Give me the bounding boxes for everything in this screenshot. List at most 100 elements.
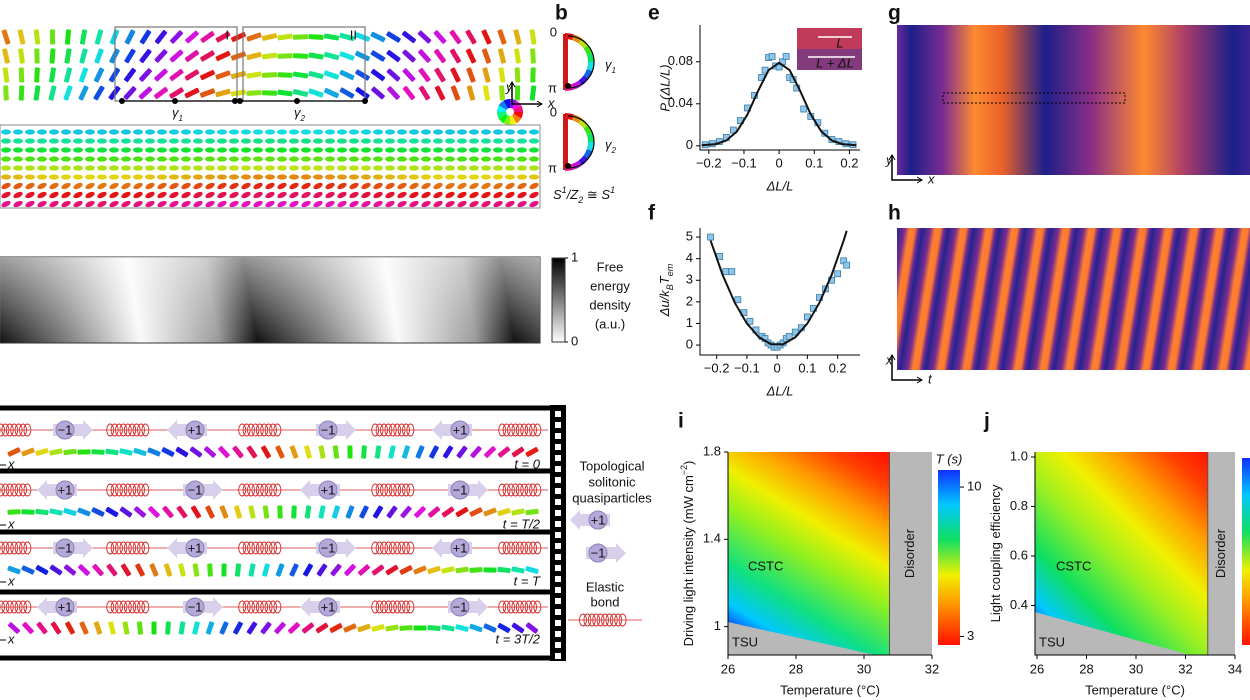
rod [63, 564, 77, 576]
director [433, 147, 443, 153]
director [433, 165, 443, 171]
heatmap [1035, 452, 1235, 655]
director [97, 138, 107, 144]
gamma-path [567, 115, 595, 169]
director [181, 147, 191, 153]
spring-coil [260, 600, 269, 614]
y-tick-label: 4 [686, 250, 693, 265]
film-hole [555, 587, 561, 593]
rod [207, 563, 213, 577]
region-label: TSU [1039, 634, 1065, 649]
spring-coil [397, 423, 406, 437]
rod [330, 563, 342, 577]
director [265, 129, 275, 135]
x-tick-label: 0.2 [840, 155, 858, 170]
tsu-region [1035, 612, 1190, 655]
director [337, 147, 347, 153]
phase-mark: 0 [550, 104, 557, 119]
director [1, 147, 11, 153]
spring-coil [502, 483, 511, 497]
rod [357, 564, 371, 576]
director [13, 200, 23, 208]
spring-coil [1, 423, 10, 437]
charge-label: +1 [321, 482, 336, 497]
director [109, 174, 119, 180]
spring-coil [242, 600, 251, 614]
director [145, 147, 155, 153]
rod [248, 563, 256, 577]
rod [105, 448, 119, 456]
rod [388, 445, 396, 459]
spring-coil [242, 541, 251, 555]
director [133, 191, 143, 199]
rod [63, 448, 77, 456]
director [25, 191, 35, 199]
director [337, 138, 347, 144]
rod [184, 87, 200, 99]
rod [442, 445, 454, 459]
director [181, 156, 191, 162]
rod [169, 87, 184, 99]
charge-label: +1 [321, 599, 336, 614]
spring-coil [273, 483, 282, 497]
spring-coil [388, 483, 397, 497]
director [445, 147, 455, 153]
director [361, 165, 371, 171]
director [445, 182, 455, 190]
spring-coil [592, 613, 601, 627]
rod [456, 445, 468, 459]
director [229, 138, 239, 144]
spring-coil [19, 541, 27, 555]
rod [2, 67, 10, 83]
director [49, 200, 59, 208]
rod [35, 448, 49, 456]
director [133, 200, 143, 208]
spring-coil [397, 483, 406, 497]
text-part: S [553, 187, 562, 202]
rod [371, 86, 385, 100]
rod [455, 624, 469, 632]
director [205, 147, 215, 153]
rod [427, 565, 441, 575]
spring-coil [511, 541, 520, 555]
spring-coil [384, 483, 393, 497]
director [277, 147, 287, 153]
spring-coil [10, 483, 19, 497]
film-hole [555, 411, 561, 417]
film-hole [555, 576, 561, 582]
spring-coil [507, 541, 515, 555]
director [109, 138, 119, 144]
arrow-head [888, 154, 923, 184]
rod [246, 445, 258, 459]
spring-coil [137, 600, 145, 614]
rod [274, 621, 286, 635]
director [361, 191, 371, 199]
director [1, 156, 11, 162]
rod [123, 86, 137, 100]
director [229, 191, 239, 199]
text-part: 2 [611, 146, 617, 155]
director [13, 129, 23, 135]
director [97, 129, 107, 135]
director [97, 191, 107, 199]
director [133, 165, 143, 171]
director [385, 129, 395, 135]
director [133, 147, 143, 153]
tsu-region [728, 622, 875, 655]
director [73, 129, 83, 135]
x-axis-label: ΔL/L [766, 178, 794, 193]
rod [133, 447, 147, 457]
charge [588, 543, 608, 563]
y-tick-label: 1 [686, 315, 693, 330]
spring-coil [529, 541, 537, 555]
data-point [730, 126, 737, 134]
spring-coil [1, 483, 10, 497]
rod [292, 89, 309, 97]
director [289, 147, 299, 153]
director [169, 156, 179, 162]
legend-title: quasiparticles [572, 490, 652, 505]
rod [339, 69, 355, 81]
rod [169, 68, 184, 82]
spring-coil [14, 600, 23, 614]
rod [218, 445, 230, 459]
